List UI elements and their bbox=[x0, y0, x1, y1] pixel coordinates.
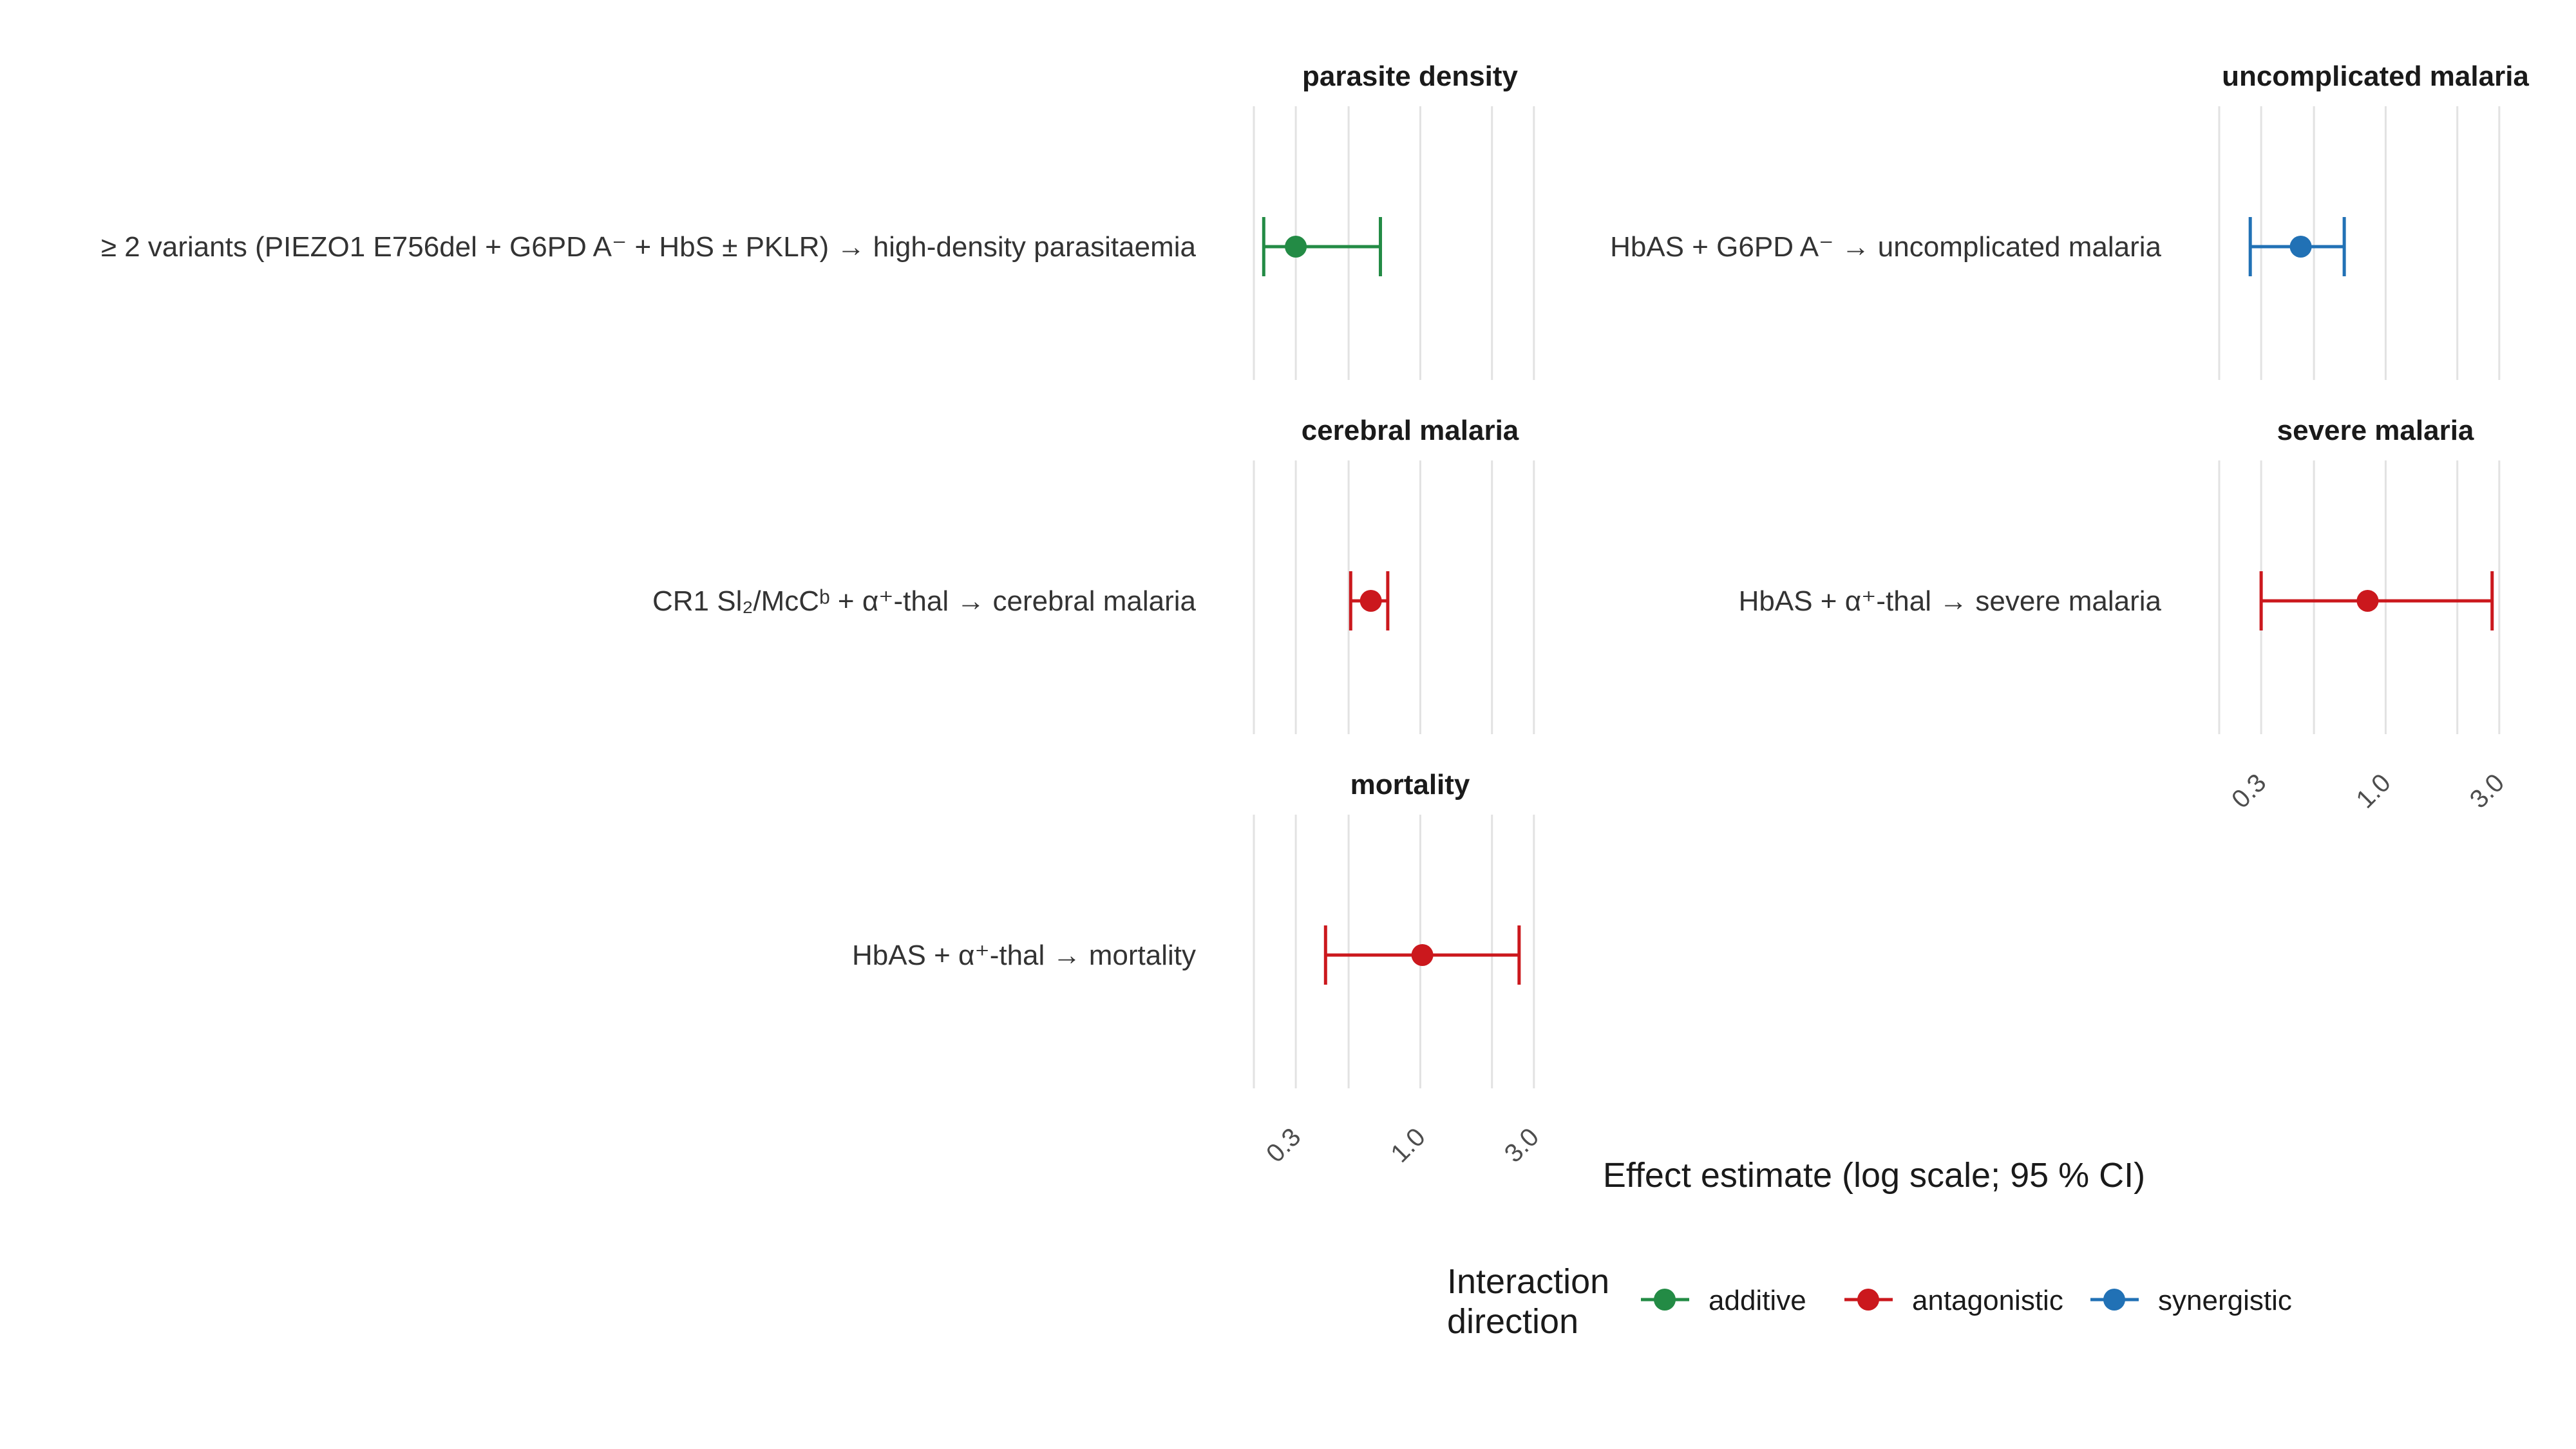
legend-item-additive: additive bbox=[1641, 1285, 1806, 1316]
x-tick-label: 1.0 bbox=[2351, 768, 2396, 813]
row-label: HbAS + G6PD A⁻ → uncomplicated malaria bbox=[1610, 231, 2161, 263]
legend-label: antagonistic bbox=[1912, 1285, 2063, 1316]
panel-title: severe malaria bbox=[2277, 415, 2474, 446]
facet-panels: parasite density ≥ 2 variants (PIEZO1 E75… bbox=[101, 61, 2530, 1168]
point-estimate bbox=[1285, 236, 1307, 258]
legend-key-point bbox=[1857, 1289, 1879, 1311]
legend-item-antagonistic: antagonistic bbox=[1844, 1285, 2063, 1316]
panel-severe-malaria: severe malaria HbAS + α⁺-thal → severe ma… bbox=[1739, 415, 2501, 734]
row-label: HbAS + α⁺-thal → severe malaria bbox=[1739, 585, 2162, 617]
legend-label: additive bbox=[1709, 1285, 1806, 1316]
panel-parasite-density: parasite density ≥ 2 variants (PIEZO1 E75… bbox=[101, 61, 1535, 380]
panel-mortality: mortality HbAS + α⁺-thal → mortality bbox=[852, 769, 1535, 1088]
x-axis-title: Effect estimate (log scale; 95 % CI) bbox=[1603, 1156, 2145, 1195]
point-estimate bbox=[2289, 236, 2312, 258]
legend: Interaction direction additive antagonist… bbox=[1447, 1262, 2292, 1341]
legend-item-synergistic: synergistic bbox=[2090, 1285, 2292, 1316]
point-estimate bbox=[1411, 944, 1434, 966]
row-label: ≥ 2 variants (PIEZO1 E756del + G6PD A⁻ +… bbox=[101, 231, 1197, 263]
legend-key-point bbox=[2103, 1289, 2125, 1311]
panel-title: cerebral malaria bbox=[1302, 415, 1519, 446]
legend-title-line-2: direction bbox=[1447, 1302, 1578, 1341]
point-estimate bbox=[1359, 590, 1382, 612]
legend-key-point bbox=[1654, 1289, 1676, 1311]
panel-title: parasite density bbox=[1302, 61, 1519, 92]
x-tick-label: 0.3 bbox=[1261, 1122, 1306, 1168]
x-tick-label: 3.0 bbox=[2465, 768, 2510, 813]
legend-title-line-1: Interaction bbox=[1447, 1262, 1609, 1301]
x-tick-label: 0.3 bbox=[2226, 768, 2271, 813]
panel-cerebral-malaria: cerebral malaria CR1 Sl₂/McCᵇ + α⁺-thal →… bbox=[652, 415, 1535, 734]
legend-label: synergistic bbox=[2158, 1285, 2292, 1316]
panel-title: mortality bbox=[1350, 769, 1470, 800]
x-tick-label: 3.0 bbox=[1499, 1122, 1544, 1168]
x-tick-label: 1.0 bbox=[1385, 1122, 1430, 1168]
row-label: HbAS + α⁺-thal → mortality bbox=[852, 940, 1196, 971]
panel-uncomplicated-malaria: uncomplicated malaria HbAS + G6PD A⁻ → un… bbox=[1610, 61, 2529, 380]
row-label: CR1 Sl₂/McCᵇ + α⁺-thal → cerebral malari… bbox=[652, 585, 1197, 617]
panel-title: uncomplicated malaria bbox=[2222, 61, 2529, 92]
point-estimate bbox=[2356, 590, 2379, 612]
